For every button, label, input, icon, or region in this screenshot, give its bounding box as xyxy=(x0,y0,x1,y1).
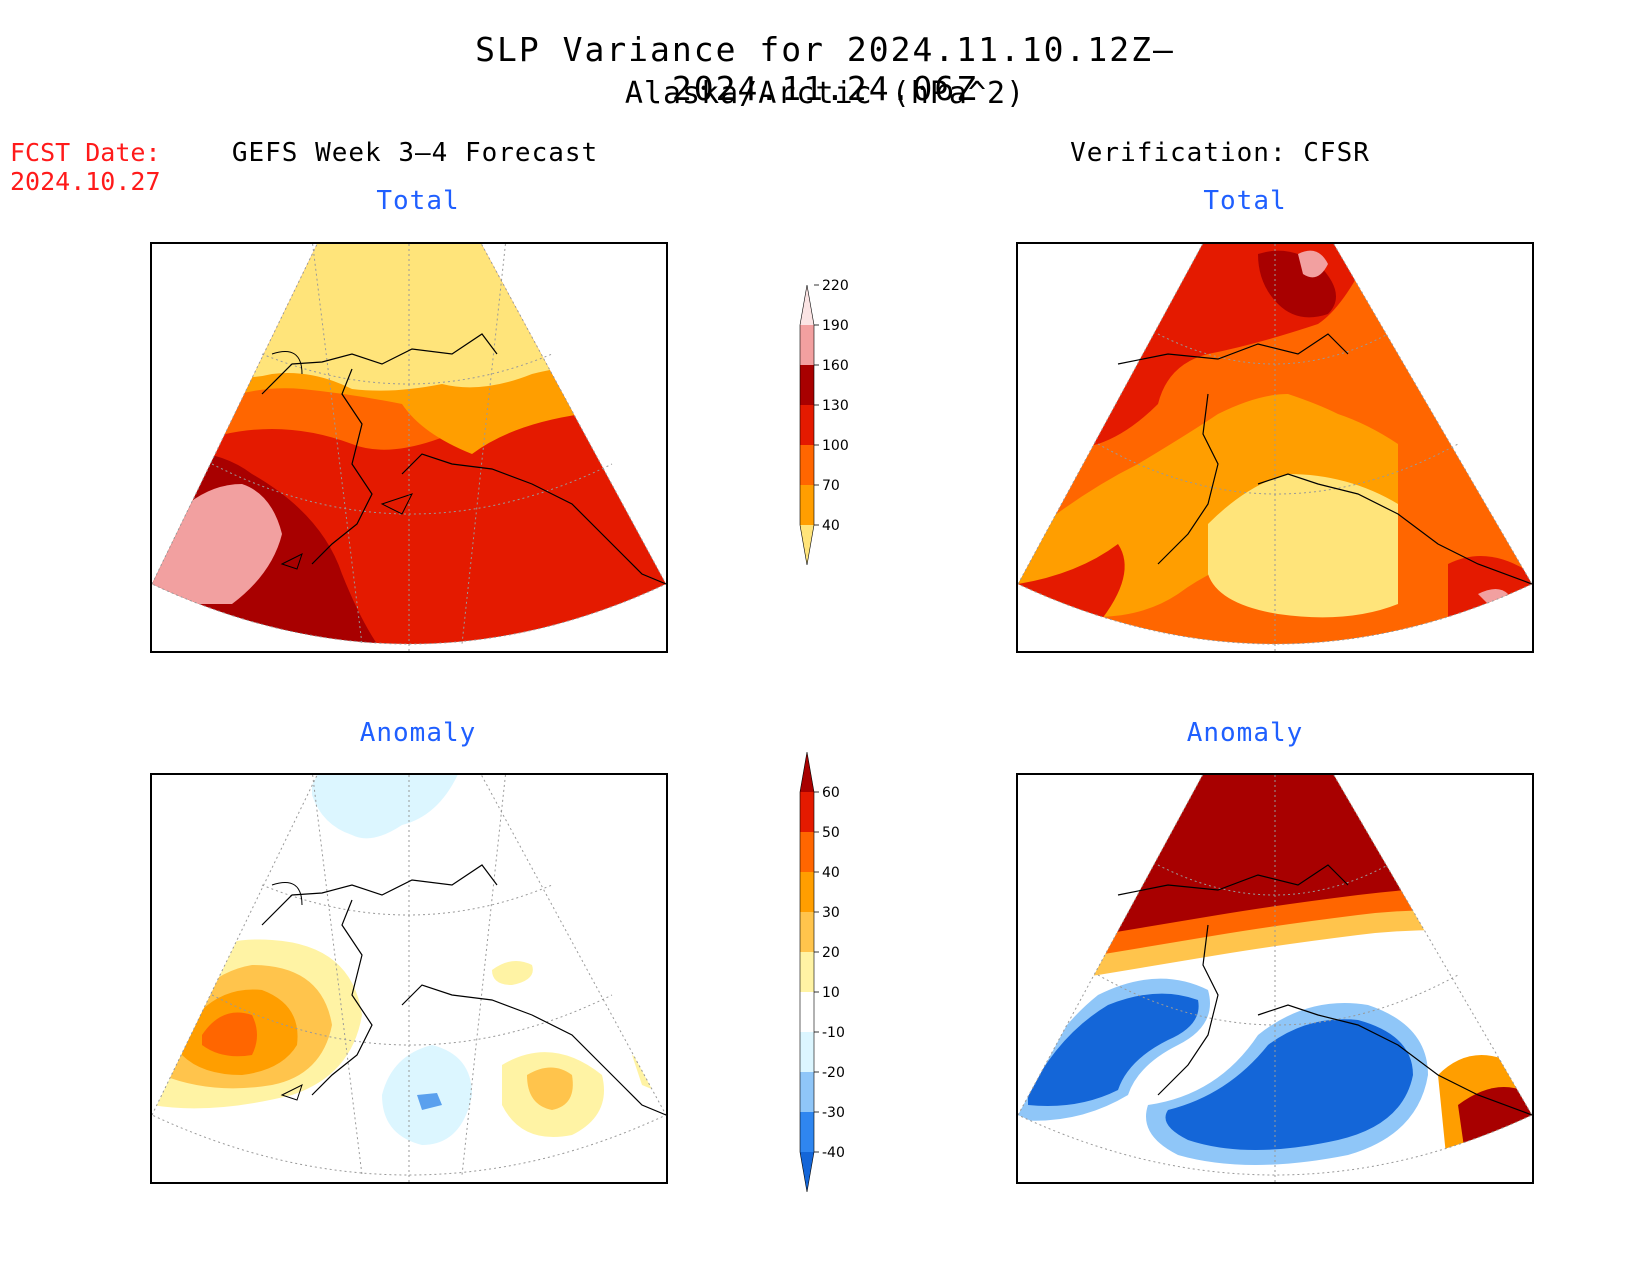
anomaly-colorbar-tick-label: 20 xyxy=(822,945,840,961)
anomaly-colorbar-segment xyxy=(800,992,814,1032)
anomaly-colorbar-segment xyxy=(800,1072,814,1112)
left-column-title: GEFS Week 3–4 Forecast xyxy=(231,138,599,168)
chart-subtitle: Alaska/Arctic (hPa^2) xyxy=(624,76,1026,111)
total-colorbar-tick-label: 130 xyxy=(822,398,849,414)
forecast-anomaly-map xyxy=(150,773,668,1184)
forecast-total-map xyxy=(150,242,668,653)
total-colorbar-segment xyxy=(800,445,814,485)
anomaly-colorbar-tick-label: 60 xyxy=(822,785,840,801)
right-column-title: Verification: CFSR xyxy=(1070,138,1370,168)
forecast-date-block: FCST Date: 2024.10.27 xyxy=(10,138,161,196)
chart-title: SLP Variance for 2024.11.10.12Z–2024.11.… xyxy=(475,30,1175,108)
anomaly-colorbar-segment xyxy=(800,792,814,832)
forecast-total-subtitle: Total xyxy=(376,186,460,216)
forecast-date-label: FCST Date: xyxy=(10,138,161,167)
total-colorbar-tick-label: 160 xyxy=(822,358,849,374)
total-colorbar-tick-label: 40 xyxy=(822,518,840,534)
verification-anomaly-map xyxy=(1016,773,1534,1184)
verification-total-map xyxy=(1016,242,1534,653)
anomaly-colorbar-segment xyxy=(800,872,814,912)
anomaly-colorbar-tick-label: -30 xyxy=(822,1105,845,1121)
total-colorbar-segment xyxy=(800,405,814,445)
anomaly-colorbar-tick-label: -20 xyxy=(822,1065,845,1081)
total-colorbar-tick-label: 220 xyxy=(822,278,849,294)
anomaly-colorbar-segment xyxy=(800,832,814,872)
anomaly-colorbar-segment xyxy=(800,912,814,952)
total-colorbar-tick-label: 70 xyxy=(822,478,840,494)
total-colorbar-segment xyxy=(800,365,814,405)
total-colorbar-tick-label: 100 xyxy=(822,438,849,454)
total-colorbar-upper-cap xyxy=(800,285,814,325)
total-colorbar-tick-label: 190 xyxy=(822,318,849,334)
anomaly-colorbar-tick-label: -10 xyxy=(822,1025,845,1041)
anomaly-colorbar-tick-label: 30 xyxy=(822,905,840,921)
total-colorbar-svg: 40 70 100 130 160 190 220 xyxy=(799,278,849,566)
forecast-date-value: 2024.10.27 xyxy=(10,167,161,196)
anomaly-colorbar-segment xyxy=(800,1032,814,1072)
total-colorbar-segment xyxy=(800,485,814,525)
verification-total-subtitle: Total xyxy=(1203,186,1287,216)
anomaly-colorbar-tick-label: 40 xyxy=(822,865,840,881)
anomaly-colorbar-upper-cap xyxy=(800,752,814,792)
anomaly-colorbar-segment xyxy=(800,1112,814,1152)
total-colorbar-lower-cap xyxy=(800,525,814,565)
anomaly-colorbar-segment xyxy=(800,952,814,992)
anomaly-colorbar: -40 -30 -20 -10 10 20 30 40 50 60 xyxy=(790,751,880,1202)
anomaly-colorbar-tick-label: 10 xyxy=(822,985,840,1001)
anomaly-colorbar-svg: -40 -30 -20 -10 10 20 30 40 50 60 xyxy=(799,751,845,1193)
anomaly-colorbar-tick-label: 50 xyxy=(822,825,840,841)
anomaly-colorbar-tick-label: -40 xyxy=(822,1145,845,1161)
total-colorbar-segment xyxy=(800,325,814,365)
forecast-anomaly-subtitle: Anomaly xyxy=(359,718,477,748)
verification-anomaly-subtitle: Anomaly xyxy=(1186,718,1304,748)
total-colorbar: 40 70 100 130 160 190 220 xyxy=(790,278,880,615)
anomaly-colorbar-lower-cap xyxy=(800,1152,814,1192)
